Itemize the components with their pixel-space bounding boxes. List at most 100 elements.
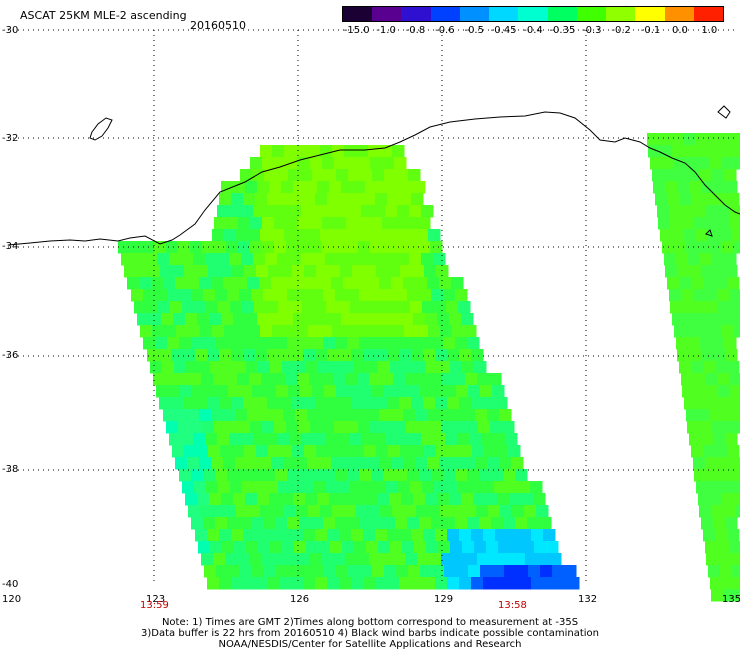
swath-pixel (696, 229, 709, 242)
swath-pixel (312, 169, 325, 182)
swath-pixel (337, 253, 350, 266)
swath-pixel (455, 337, 468, 350)
swath-pixel (464, 505, 477, 518)
swath-pixel (735, 505, 740, 518)
swath-pixel (319, 277, 332, 290)
swath-pixel (713, 181, 726, 194)
swath-pixel (417, 373, 430, 386)
swath-pixel (216, 565, 229, 578)
swath-pixel (378, 361, 391, 374)
swath-pixel (509, 493, 522, 506)
swath-pixel (720, 145, 733, 158)
swath-pixel (260, 145, 273, 158)
swath-pixel (252, 565, 265, 578)
swath-pixel (512, 505, 525, 518)
swath-pixel (289, 253, 302, 266)
swath-pixel (395, 289, 408, 302)
swath-pixel (283, 409, 296, 422)
swath-pixel (348, 565, 361, 578)
swath-pixel (388, 445, 401, 458)
swath-pixel (479, 469, 492, 482)
swath-pixel (365, 313, 378, 326)
swath-pixel (383, 517, 396, 530)
swath-pixel (701, 433, 714, 446)
swath-pixel (528, 565, 541, 578)
swath-pixel (722, 493, 735, 506)
swath-pixel (531, 577, 544, 590)
swath-pixel (339, 577, 352, 590)
swath-pixel (662, 157, 675, 170)
swath-pixel (255, 529, 268, 542)
swath-pixel (348, 385, 361, 398)
swath-pixel (341, 493, 354, 506)
swath-pixel (315, 577, 328, 590)
swath-pixel (437, 313, 450, 326)
swath-pixel (732, 481, 740, 494)
swath-pixel (729, 373, 740, 386)
swath-pixel (438, 361, 451, 374)
swath-pixel (681, 205, 694, 218)
swath-pixel (479, 517, 492, 530)
swath-pixel (263, 469, 276, 482)
swath-pixel (467, 337, 480, 350)
swath-pixel (328, 445, 341, 458)
swath-pixel (361, 253, 374, 266)
swath-pixel (363, 193, 376, 206)
swath-pixel (332, 325, 345, 338)
swath-pixel (698, 409, 711, 422)
swath-pixel (730, 217, 740, 230)
swath-pixel (282, 361, 295, 374)
swath-pixel (689, 181, 702, 194)
swath-pixel (387, 349, 400, 362)
colorbar-cell (343, 7, 373, 21)
swath-pixel (725, 433, 738, 446)
swath-pixel (214, 241, 227, 254)
swath-pixel (335, 469, 348, 482)
swath-pixel (307, 457, 320, 470)
swath-pixel (416, 325, 429, 338)
swath-pixel (314, 301, 327, 314)
swath-pixel (700, 337, 713, 350)
swath-pixel (389, 493, 402, 506)
swath-pixel (204, 565, 217, 578)
swath-pixel (430, 421, 443, 434)
swath-pixel (492, 385, 505, 398)
swath-pixel (336, 385, 349, 398)
swath-pixel (667, 193, 680, 206)
swath-pixel (149, 313, 162, 326)
swath-pixel (368, 229, 381, 242)
swath-pixel (446, 481, 459, 494)
lon-label-129: 129 (434, 594, 454, 605)
swath-pixel (440, 325, 453, 338)
swath-pixel (222, 361, 235, 374)
swath-pixel (224, 505, 237, 518)
swath-pixel (718, 385, 731, 398)
swath-pixel (495, 529, 508, 542)
swath-pixel (388, 265, 401, 278)
swath-pixel (311, 517, 324, 530)
swath-pixel (487, 457, 500, 470)
swath-pixel (364, 445, 377, 458)
swath-pixel (310, 241, 323, 254)
lat-lon-grid (8, 29, 735, 585)
swath-pixel (392, 145, 405, 158)
swath-pixel (212, 325, 225, 338)
swath-pixel (213, 373, 226, 386)
swath-pixel (406, 241, 419, 254)
swath-pixel (393, 553, 406, 566)
swath-pixel (373, 205, 386, 218)
swath-pixel (392, 229, 405, 242)
swath-pixel (439, 277, 452, 290)
swath-pixel (371, 517, 384, 530)
swath-pixel (261, 553, 274, 566)
swath-pixel (494, 481, 507, 494)
swath-pixel (414, 361, 427, 374)
swath-pixel (471, 577, 484, 590)
swath-pixel (684, 397, 697, 410)
swath-pixel (717, 373, 730, 386)
swath-pixel (354, 541, 367, 554)
swath-pixel (150, 361, 163, 374)
swath-pixel (203, 517, 216, 530)
swath-pixel (303, 193, 316, 206)
swath-pixel (178, 241, 191, 254)
